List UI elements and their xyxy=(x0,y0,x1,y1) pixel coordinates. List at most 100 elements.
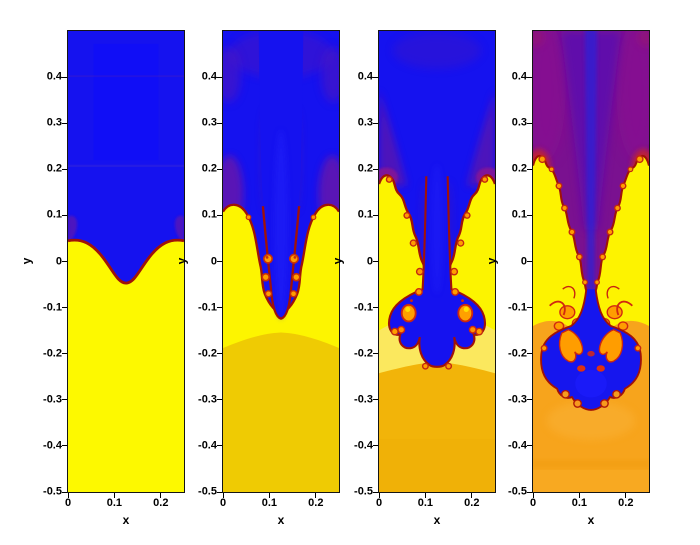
y-tick-mark xyxy=(373,76,378,78)
y-tick-mark xyxy=(373,261,378,262)
heatmap-panel-2 xyxy=(223,31,339,492)
y-tick-mark xyxy=(62,491,67,493)
y-tick-mark xyxy=(217,353,222,355)
y-tick-label: 0.4 xyxy=(357,70,373,83)
y-tick-label: 0 xyxy=(55,254,62,267)
x-tick-mark xyxy=(268,493,270,498)
y-tick-mark xyxy=(527,168,532,170)
y-axis-label: y xyxy=(330,257,345,265)
y-tick-mark xyxy=(373,307,378,309)
y-axis-label: y xyxy=(174,257,189,265)
panel-wrap-3: 0.4 0.3 0.2 0.1 0 -0.1 -0.2 -0.3 -0.4 -0.5 0 0.1 0.2… xyxy=(330,30,496,526)
heatmap-panel-3 xyxy=(379,31,495,492)
y-tick-mark xyxy=(217,122,222,124)
y-tick-label: 0 xyxy=(520,254,527,267)
y-tick-label: -0.3 xyxy=(198,393,217,406)
y-tick-label: 0.4 xyxy=(46,70,62,83)
y-tick-label: -0.2 xyxy=(508,346,527,359)
y-tick-label: 0.4 xyxy=(511,70,527,83)
plotbox-2 xyxy=(222,30,340,493)
y-tick-label: -0.4 xyxy=(43,439,62,452)
y-tick-label: 0.3 xyxy=(46,116,62,129)
x-tick-label: 0.1 xyxy=(106,497,123,509)
y-tick-mark xyxy=(217,76,222,78)
y-tick-label: -0.5 xyxy=(43,485,62,498)
x-tick-mark xyxy=(315,493,317,498)
x-tick-mark xyxy=(222,493,224,498)
y-tick-mark xyxy=(217,445,222,447)
x-tick-mark xyxy=(532,493,534,498)
y-tick-label: 0 xyxy=(366,254,373,267)
y-tick-mark xyxy=(62,445,67,447)
y-tick-mark xyxy=(373,122,378,124)
y-tick-mark xyxy=(62,76,67,78)
y-tick-mark xyxy=(373,214,378,216)
y-tick-mark xyxy=(62,307,67,309)
y-tick-label: -0.3 xyxy=(354,393,373,406)
y-tick-mark xyxy=(62,261,67,262)
x-tick-mark xyxy=(424,493,426,498)
y-tick-label: 0.2 xyxy=(357,162,373,175)
heatmap-panel-4 xyxy=(533,31,649,492)
heatmap-panel-1 xyxy=(68,31,184,492)
x-tick-mark xyxy=(625,493,627,498)
y-tick-mark xyxy=(373,353,378,355)
y-tick-label: 0.2 xyxy=(46,162,62,175)
y-tick-mark xyxy=(527,353,532,355)
panel-wrap-4: 0.4 0.3 0.2 0.1 0 -0.1 -0.2 -0.3 -0.4 -0.5 0 0.1 0.2… xyxy=(484,30,650,526)
y-tick-label: -0.1 xyxy=(508,300,527,313)
y-tick-mark xyxy=(527,214,532,216)
y-tick-mark xyxy=(217,261,222,262)
y-tick-label: 0.4 xyxy=(201,70,217,83)
y-tick-mark xyxy=(527,76,532,78)
y-tick-mark xyxy=(217,307,222,309)
y-tick-label: -0.3 xyxy=(508,393,527,406)
y-tick-mark xyxy=(217,214,222,216)
x-tick-label: 0.2 xyxy=(153,497,169,509)
y-tick-label: -0.5 xyxy=(354,485,373,498)
x-tick-label: 0.2 xyxy=(464,497,480,509)
panel-wrap-1: 0.4 0.3 0.2 0.1 0 -0.1 -0.2 -0.3 -0.4 -0.5 0 0.1 0.2… xyxy=(19,30,185,526)
y-tick-label: -0.3 xyxy=(43,393,62,406)
y-tick-label: -0.2 xyxy=(354,346,373,359)
x-tick-mark xyxy=(113,493,115,498)
x-tick-label: 0 xyxy=(64,497,72,509)
y-tick-mark xyxy=(527,307,532,309)
y-tick-label: -0.2 xyxy=(198,346,217,359)
y-tick-label: 0.1 xyxy=(46,208,62,221)
y-tick-label: 0.1 xyxy=(511,208,527,221)
y-tick-mark xyxy=(62,214,67,216)
x-axis-label: x xyxy=(587,513,595,527)
y-tick-label: 0.3 xyxy=(511,116,527,129)
y-tick-mark xyxy=(217,168,222,170)
y-tick-label: 0.3 xyxy=(357,116,373,129)
y-tick-mark xyxy=(527,122,532,124)
y-tick-label: 0.2 xyxy=(201,162,217,175)
y-tick-mark xyxy=(373,491,378,493)
plotbox-1 xyxy=(67,30,185,493)
x-tick-mark xyxy=(471,493,473,498)
y-tick-mark xyxy=(62,168,67,170)
y-tick-mark xyxy=(373,445,378,447)
x-tick-mark xyxy=(67,493,69,498)
y-tick-mark xyxy=(527,261,532,262)
y-tick-label: 0.1 xyxy=(201,208,217,221)
x-tick-label: 0.2 xyxy=(618,497,634,509)
x-axis-label: x xyxy=(433,513,441,527)
y-tick-mark xyxy=(217,491,222,493)
x-axis-label: x xyxy=(277,513,285,527)
y-tick-mark xyxy=(527,491,532,493)
y-tick-label: -0.5 xyxy=(508,485,527,498)
y-tick-label: -0.5 xyxy=(198,485,217,498)
y-tick-label: -0.1 xyxy=(198,300,217,313)
x-tick-mark xyxy=(160,493,162,498)
x-tick-label: 0 xyxy=(375,497,383,509)
x-tick-label: 0 xyxy=(219,497,227,509)
y-tick-mark xyxy=(373,168,378,170)
y-tick-mark xyxy=(527,399,532,401)
plotbox-4 xyxy=(532,30,650,493)
y-tick-label: 0.3 xyxy=(201,116,217,129)
x-tick-label: 0 xyxy=(529,497,537,509)
y-tick-mark xyxy=(62,399,67,401)
x-tick-label: 0.2 xyxy=(308,497,324,509)
